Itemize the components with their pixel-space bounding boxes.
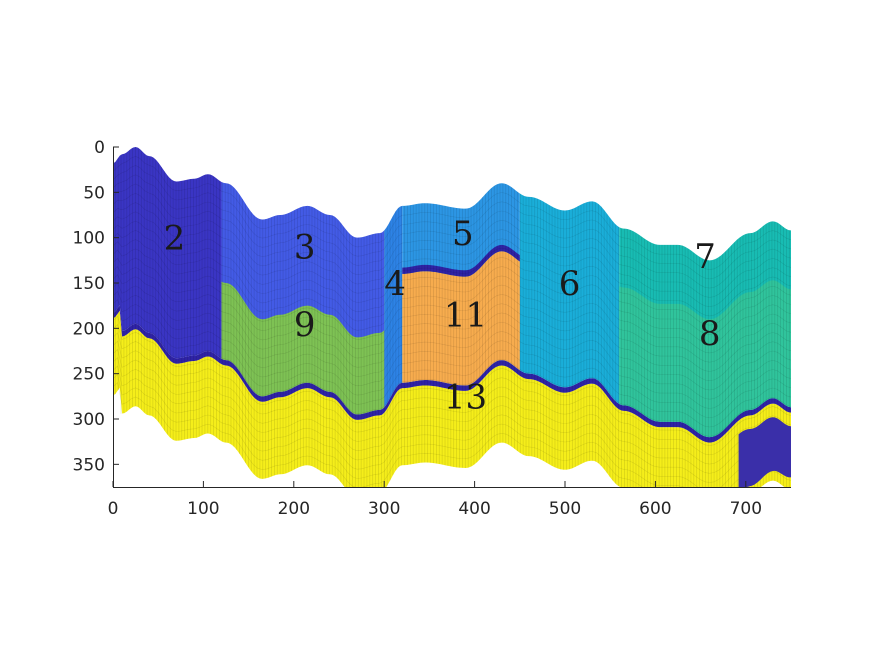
region-label-2: 2 xyxy=(164,219,186,259)
region-11-cap xyxy=(402,244,520,277)
x-tick-label: 600 xyxy=(639,499,671,519)
mesh-line xyxy=(113,274,791,391)
region-dark-block xyxy=(738,417,791,487)
mesh-line xyxy=(113,211,791,326)
mesh-line xyxy=(113,365,791,487)
mesh-line xyxy=(113,357,791,483)
region-11 xyxy=(402,251,520,386)
region-label-3: 3 xyxy=(294,228,316,268)
x-tick-label: 100 xyxy=(187,499,219,519)
y-tick-label: 150 xyxy=(73,274,105,294)
region-8 xyxy=(619,280,791,438)
x-tick-label: 0 xyxy=(108,499,119,519)
mesh-line xyxy=(113,340,791,465)
mesh-line xyxy=(113,290,791,409)
region-label-11: 11 xyxy=(444,296,487,336)
region-2 xyxy=(113,147,222,359)
region-6 xyxy=(519,193,620,405)
y-tick-label: 300 xyxy=(73,410,105,430)
y-tick-label: 0 xyxy=(94,138,105,158)
mesh-line xyxy=(113,315,791,437)
mesh-line xyxy=(113,174,791,289)
mesh-lines xyxy=(113,147,791,487)
mesh-line xyxy=(113,307,791,428)
y-tick-label: 350 xyxy=(73,455,105,475)
y-tick-label: 200 xyxy=(73,319,105,339)
x-tick-label: 700 xyxy=(730,499,762,519)
mesh-line xyxy=(113,229,791,345)
mesh-line xyxy=(113,165,791,280)
region-label-7: 7 xyxy=(694,237,716,277)
mesh-line xyxy=(113,257,791,372)
y-tick-label: 250 xyxy=(73,365,105,385)
y-tick-label: 100 xyxy=(73,229,105,249)
x-tick-label: 200 xyxy=(278,499,310,519)
x-tick-labels: 0 100 200 300 400 500 600 700 xyxy=(108,481,762,519)
layer-lower xyxy=(113,310,791,487)
x-tick-label: 400 xyxy=(458,499,490,519)
mesh-line xyxy=(113,155,791,270)
region-label-9: 9 xyxy=(294,305,316,345)
y-tick-label: 50 xyxy=(83,183,105,203)
mesh-line xyxy=(113,381,791,487)
mesh-line xyxy=(113,299,791,419)
mesh-line xyxy=(113,348,791,474)
region-label-6: 6 xyxy=(559,264,581,304)
mesh-line xyxy=(113,332,791,456)
x-tick-label: 500 xyxy=(549,499,581,519)
axes xyxy=(113,147,791,488)
region-4 xyxy=(384,205,403,408)
mesh-line xyxy=(113,282,791,400)
mesh-line xyxy=(113,324,791,446)
region-9 xyxy=(221,281,385,415)
region-label-13: 13 xyxy=(444,377,487,417)
mesh-line xyxy=(113,202,791,317)
region-label-5: 5 xyxy=(452,214,474,254)
region-label-8: 8 xyxy=(699,314,721,354)
y-tick-labels: 0 50 100 150 200 250 300 350 xyxy=(73,138,119,475)
mesh-line xyxy=(113,239,791,354)
region-labels: 2 3 4 5 6 7 8 9 11 13 xyxy=(164,214,721,417)
plot-area xyxy=(113,147,791,487)
mesh-line xyxy=(113,192,791,307)
mesh-line xyxy=(113,220,791,335)
mesh-line xyxy=(113,373,791,487)
layer-band xyxy=(113,305,791,443)
mesh-line xyxy=(113,183,791,298)
mesh-line xyxy=(113,266,791,382)
region-label-4: 4 xyxy=(384,264,406,304)
mesh-line xyxy=(113,248,791,363)
x-tick-label: 300 xyxy=(368,499,400,519)
